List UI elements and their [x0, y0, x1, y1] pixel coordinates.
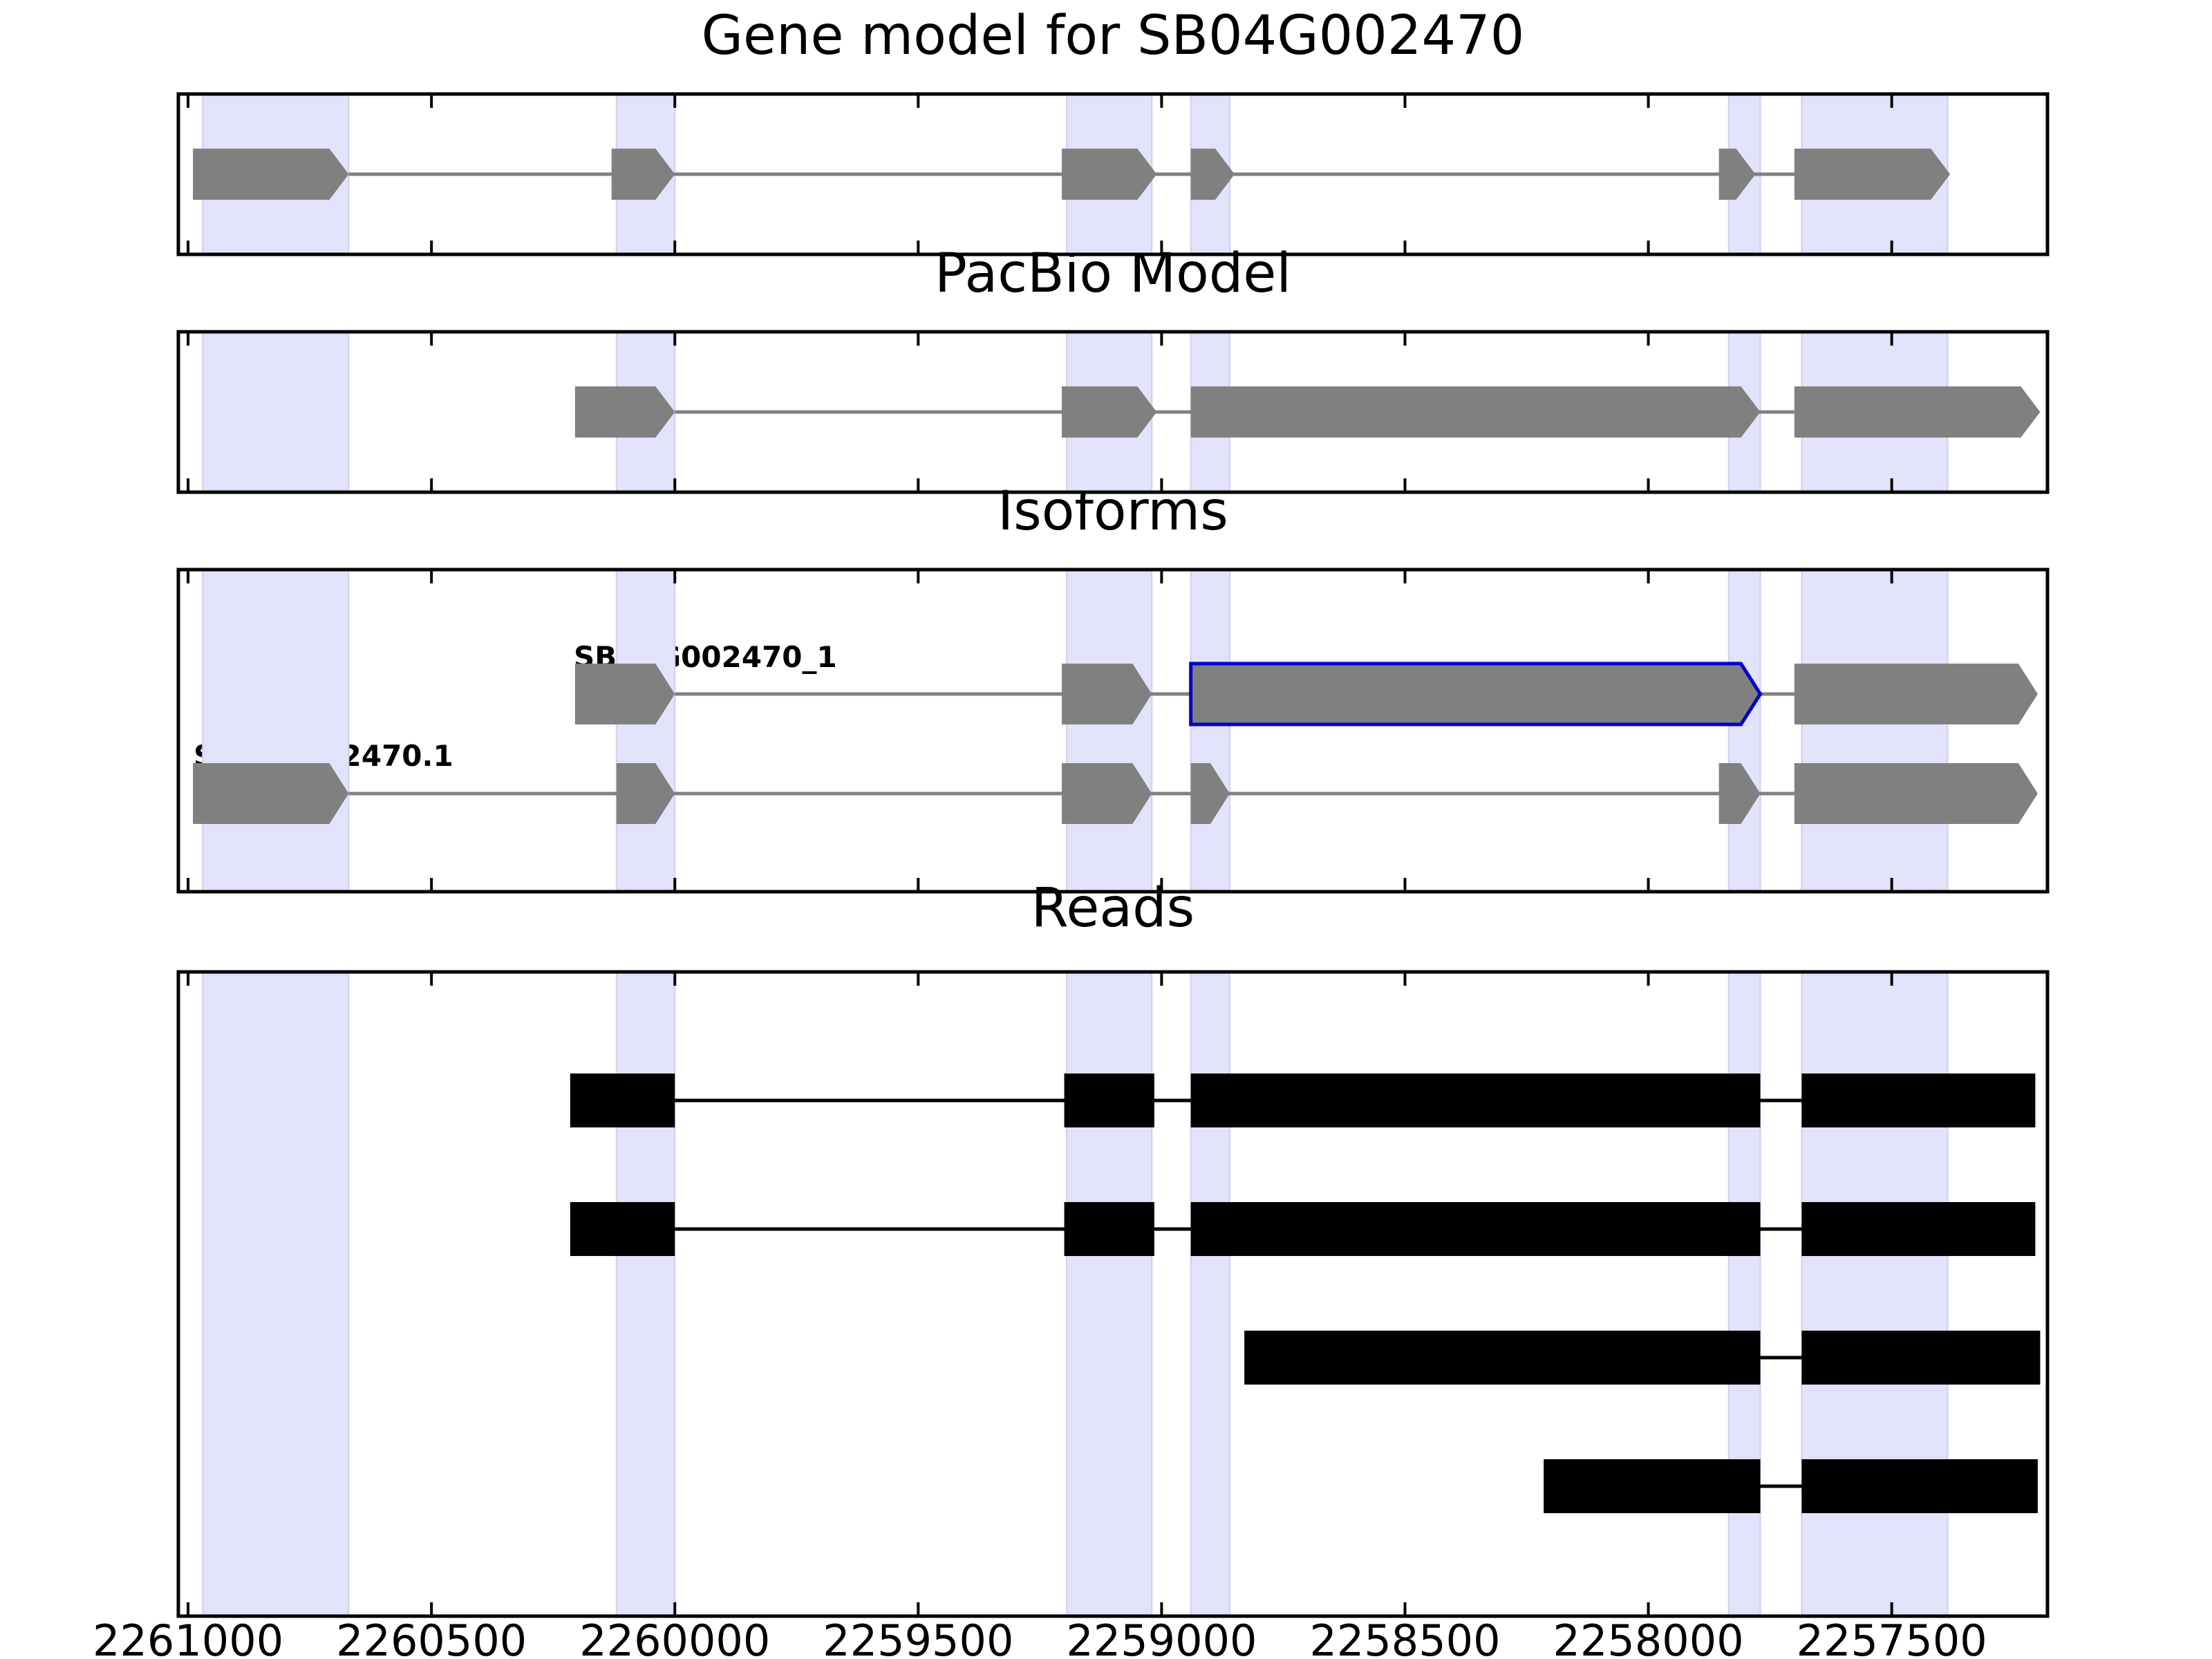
exon — [574, 386, 675, 438]
read-block — [1064, 1202, 1154, 1256]
exon — [1794, 763, 2038, 824]
highlight-region — [615, 971, 676, 1617]
exon — [193, 763, 349, 824]
panel-reads — [176, 970, 2050, 1618]
x-tick-label: 2260000 — [579, 1615, 770, 1659]
read-block — [1244, 1331, 1761, 1385]
x-axis-tick-labels: 2261000 2260500 2260000 2259500 2259000 22585… — [93, 1615, 1987, 1659]
x-tick-label: 2261000 — [93, 1615, 283, 1659]
x-tick-label: 2259500 — [823, 1615, 1013, 1659]
exon — [1794, 149, 1951, 200]
selected-exon — [1189, 662, 1763, 727]
exon — [1062, 763, 1152, 824]
exon — [1794, 664, 2038, 724]
exon — [1190, 763, 1230, 824]
exon — [611, 149, 675, 200]
read-block — [1801, 1074, 2036, 1127]
panel-frame — [176, 92, 2050, 256]
panel-title-gene-model: Gene model for SB04G002470 — [702, 5, 1525, 67]
exon — [1062, 664, 1152, 724]
exon — [1062, 386, 1157, 438]
exon — [1794, 386, 2041, 438]
read-block — [570, 1202, 675, 1256]
read-block — [1801, 1331, 2041, 1385]
exon — [193, 149, 349, 200]
read-block — [570, 1074, 675, 1127]
exon — [1190, 386, 1761, 438]
x-tick-label: 2258500 — [1309, 1615, 1500, 1659]
exon — [1190, 149, 1235, 200]
highlight-region — [202, 971, 350, 1617]
read-block — [1190, 1074, 1761, 1127]
highlight-region — [1727, 569, 1761, 892]
read-block — [1064, 1074, 1154, 1127]
x-tick-label: 2260500 — [336, 1615, 527, 1659]
panel-isoforms — [176, 568, 2050, 894]
panel-pacbio-model — [176, 330, 2050, 494]
highlight-region — [1190, 569, 1230, 892]
highlight-region — [1727, 971, 1761, 1617]
panel-frame — [176, 970, 2050, 1618]
exon — [1062, 149, 1157, 200]
x-tick-label: 2257500 — [1797, 1615, 1987, 1659]
read-block — [1801, 1202, 2036, 1256]
highlight-region — [1801, 971, 1949, 1617]
highlight-region — [615, 569, 676, 892]
read-block — [1190, 1202, 1761, 1256]
panel-frame — [176, 330, 2050, 494]
x-tick-label: 2258000 — [1553, 1615, 1744, 1659]
highlight-region — [202, 331, 350, 493]
exon — [574, 664, 675, 724]
highlight-region — [202, 569, 350, 892]
read-block — [1801, 1459, 2038, 1513]
exon — [616, 763, 675, 824]
exon — [1718, 763, 1761, 824]
panel-frame — [176, 568, 2050, 894]
panel-gene-model — [176, 92, 2050, 256]
exon — [1718, 149, 1756, 200]
highlight-region — [1066, 971, 1153, 1617]
highlight-region — [1066, 569, 1153, 892]
read-block — [1544, 1459, 1761, 1513]
x-tick-label: 2259000 — [1066, 1615, 1257, 1659]
highlight-region — [1190, 971, 1230, 1617]
highlight-region — [1801, 569, 1949, 892]
